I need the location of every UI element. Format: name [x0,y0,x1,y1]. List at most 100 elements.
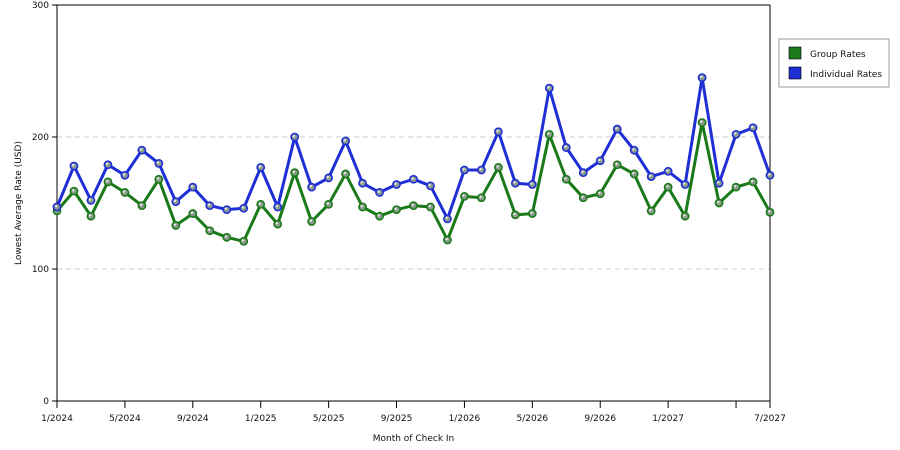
data-point-highlight-group-rates [581,195,584,199]
x-tick-label: 5/2025 [313,414,345,424]
x-tick-label: 1/2027 [652,414,684,424]
data-point-highlight-group-rates [241,239,245,242]
y-tick-label: 200 [32,133,49,143]
data-point-highlight-individual-rates [598,158,601,162]
data-point-highlight-individual-rates [428,183,431,187]
data-point-highlight-individual-rates [615,127,618,130]
data-point-highlight-individual-rates [768,173,771,176]
y-tick-label: 0 [43,397,49,407]
data-point-highlight-individual-rates [275,204,279,208]
legend-swatch-group-rates [788,46,802,60]
x-tick-label: 9/2026 [584,414,616,424]
data-point-highlight-group-rates [632,171,635,175]
series-lines [52,73,775,246]
data-point-highlight-individual-rates [139,148,143,151]
data-point-highlight-individual-rates [564,145,567,148]
data-point-highlight-individual-rates [309,185,313,188]
x-tick-label: 5/2024 [109,414,141,424]
x-tick-label: 1/2025 [245,414,277,424]
data-point-highlight-individual-rates [717,181,720,184]
data-point-highlight-group-rates [207,228,211,232]
data-point-highlight-individual-rates [55,204,58,208]
data-point-highlight-group-rates [428,204,431,208]
data-point-highlight-individual-rates [71,164,75,167]
data-point-highlight-group-rates [717,201,720,204]
x-tick-label: 1/2026 [449,414,481,424]
data-point-highlight-group-rates [462,194,465,197]
data-point-highlight-individual-rates [734,132,737,135]
data-point-highlight-group-rates [666,185,669,188]
legend-swatch-individual-rates [788,66,802,80]
data-point-highlight-group-rates [751,179,754,183]
data-point-highlight-individual-rates [547,86,550,89]
data-point-highlight-individual-rates [581,170,584,174]
data-point-highlight-group-rates [173,223,177,226]
legend-label-group-rates: Group Rates [810,50,866,60]
x-tick-label: 9/2025 [381,414,413,424]
data-point-highlight-group-rates [139,203,143,207]
data-point-highlight-individual-rates [292,135,296,138]
x-tick-label: 9/2024 [177,414,209,424]
y-axis-title: Lowest Average Rate (USD) [14,141,24,265]
y-tick-label: 300 [32,1,49,11]
legend: Group Rates Individual Rates [778,38,890,88]
data-point-highlight-individual-rates [377,190,380,193]
data-point-highlight-group-rates [598,191,601,195]
y-tick-label: 100 [32,265,49,275]
data-point-highlight-individual-rates [445,216,448,220]
data-point-highlight-group-rates [734,185,737,188]
data-point-highlight-group-rates [496,165,499,168]
data-point-highlight-individual-rates [190,185,194,188]
data-point-highlight-group-rates [343,171,346,175]
data-point-highlight-individual-rates [105,162,109,166]
data-point-highlight-individual-rates [241,206,245,209]
data-point-highlight-individual-rates [479,168,482,171]
data-point-highlight-group-rates [564,177,567,180]
data-point-highlight-group-rates [156,177,160,180]
data-point-highlight-group-rates [445,237,448,241]
data-point-highlight-group-rates [530,211,533,214]
x-axis: 1/2024 5/2024 9/2024 1/2025 5/2025 9/2025 1/20… [41,401,786,424]
data-point-highlight-individual-rates [530,182,533,185]
data-point-highlight-group-rates [700,120,703,123]
data-point-highlight-group-rates [547,132,550,135]
data-point-highlight-group-rates [513,212,516,216]
data-point-highlight-group-rates [326,202,330,205]
data-point-highlight-individual-rates [513,181,516,184]
data-point-highlight-group-rates [292,170,296,174]
data-point-highlight-group-rates [649,208,652,212]
data-point-highlight-individual-rates [666,169,669,172]
legend-label-individual-rates: Individual Rates [810,70,882,80]
data-point-highlight-individual-rates [649,174,652,177]
data-point-highlight-individual-rates [173,199,177,203]
data-point-highlight-individual-rates [122,173,126,176]
data-point-highlight-group-rates [479,195,482,199]
data-point-highlight-group-rates [411,203,414,207]
data-point-highlight-individual-rates [224,207,228,210]
data-point-highlight-individual-rates [411,177,414,180]
data-point-highlight-individual-rates [88,198,92,201]
data-point-highlight-individual-rates [360,181,363,184]
data-point-highlight-individual-rates [394,182,397,185]
data-point-highlight-individual-rates [700,75,703,79]
data-point-highlight-individual-rates [207,203,211,207]
data-point-highlight-individual-rates [258,165,262,168]
data-point-highlight-individual-rates [156,161,160,164]
x-tick-label: 1/2024 [41,414,73,424]
data-point-highlight-group-rates [275,222,279,225]
data-point-highlight-group-rates [377,214,380,217]
data-point-highlight-group-rates [309,219,313,222]
gridlines [57,136,770,270]
data-point-highlight-group-rates [105,179,109,183]
data-point-highlight-group-rates [224,235,228,238]
data-point-highlight-group-rates [122,190,126,193]
x-tick-label: 7/2027 [754,414,786,424]
data-point-highlight-group-rates [768,210,771,213]
data-point-highlight-individual-rates [326,175,330,179]
x-tick-label: 5/2026 [516,414,548,424]
data-point-highlight-group-rates [88,214,92,217]
data-point-highlight-individual-rates [632,148,635,151]
data-point-highlight-individual-rates [496,129,499,133]
data-point-highlight-group-rates [190,211,194,214]
